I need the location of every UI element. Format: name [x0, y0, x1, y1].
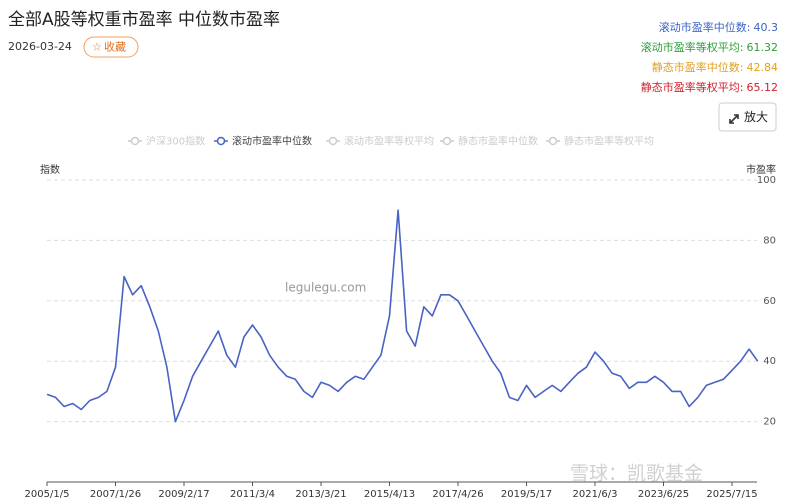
watermark: legulegu.com — [285, 281, 366, 295]
x-tick-label: 2021/6/3 — [573, 489, 618, 500]
stat-label: 滚动市盈率中位数: — [659, 20, 751, 34]
y-tick-label: 60 — [763, 296, 776, 307]
legend-label: 滚动市盈率等权平均 — [344, 135, 434, 148]
star-icon: ☆ — [92, 41, 102, 54]
zoom-label: 放大 — [744, 109, 768, 124]
y-tick-label: 100 — [757, 175, 776, 186]
legend-dot — [130, 136, 140, 146]
y-label-right: 市盈率 — [746, 163, 776, 176]
legend-dot — [548, 136, 558, 146]
stat: 静态市盈率等权平均: 65.12 — [641, 80, 778, 94]
stat-label: 静态市盈率等权平均: — [641, 80, 744, 94]
title: 全部A股等权重市盈率 中位数市盈率 — [8, 10, 280, 30]
favorite-label: 收藏 — [104, 40, 126, 54]
series-line — [46, 209, 759, 423]
stat: 滚动市盈率等权平均: 61.32 — [641, 40, 778, 54]
legend-item[interactable]: 静态市盈率等权平均 — [546, 135, 654, 148]
stat: 静态市盈率中位数: 42.84 — [652, 60, 778, 74]
legend-label: 静态市盈率中位数 — [458, 135, 538, 148]
favorite-border — [83, 36, 139, 58]
zoom-button[interactable]: 放大 — [718, 102, 777, 132]
stat-label: 静态市盈率中位数: — [652, 60, 744, 74]
date: 2026-03-24 — [8, 40, 72, 53]
stat-value: 42.84 — [747, 61, 779, 74]
x-tick-label: 2015/4/13 — [364, 489, 415, 500]
legend-item[interactable]: 滚动市盈率中位数 — [214, 135, 312, 148]
y-tick-label: 20 — [763, 417, 776, 428]
zoom-icon — [729, 114, 739, 124]
zoom-border — [718, 102, 777, 132]
x-tick-label: 2023/6/25 — [638, 489, 689, 500]
y-tick-label: 40 — [763, 356, 776, 367]
legend-label: 沪深300指数 — [146, 135, 205, 148]
stat-label: 滚动市盈率等权平均: — [641, 40, 744, 54]
x-tick-label: 2007/1/26 — [90, 489, 141, 500]
legend-item[interactable]: 沪深300指数 — [128, 135, 205, 148]
legend-label: 静态市盈率等权平均 — [564, 135, 654, 148]
x-tick-label: 2009/2/17 — [158, 489, 209, 500]
x-tick-label: 2025/7/15 — [706, 489, 757, 500]
legend-item[interactable]: 滚动市盈率等权平均 — [326, 135, 434, 148]
stat-value: 61.32 — [747, 41, 779, 54]
footer-watermark: 雪球：凯歌基金 — [570, 463, 703, 485]
x-tick-label: 2005/1/5 — [25, 489, 70, 500]
stat-value: 40.3 — [754, 21, 779, 34]
x-tick-label: 2013/3/21 — [295, 489, 346, 500]
x-tick-label: 2019/5/17 — [501, 489, 552, 500]
legend-label: 滚动市盈率中位数 — [232, 135, 312, 148]
legend-dot — [328, 136, 338, 146]
y-label-left: 指数 — [40, 163, 60, 176]
favorite-button[interactable]: ☆ 收藏 — [83, 36, 139, 58]
stat: 滚动市盈率中位数: 40.3 — [659, 20, 778, 34]
x-tick-label: 2017/4/26 — [432, 489, 483, 500]
stat-value: 65.12 — [747, 81, 779, 94]
y-tick-label: 80 — [763, 235, 776, 246]
legend-item[interactable]: 静态市盈率中位数 — [440, 135, 538, 148]
x-tick-label: 2011/3/4 — [230, 489, 275, 500]
legend-dot — [442, 136, 452, 146]
legend-dot — [216, 136, 226, 146]
